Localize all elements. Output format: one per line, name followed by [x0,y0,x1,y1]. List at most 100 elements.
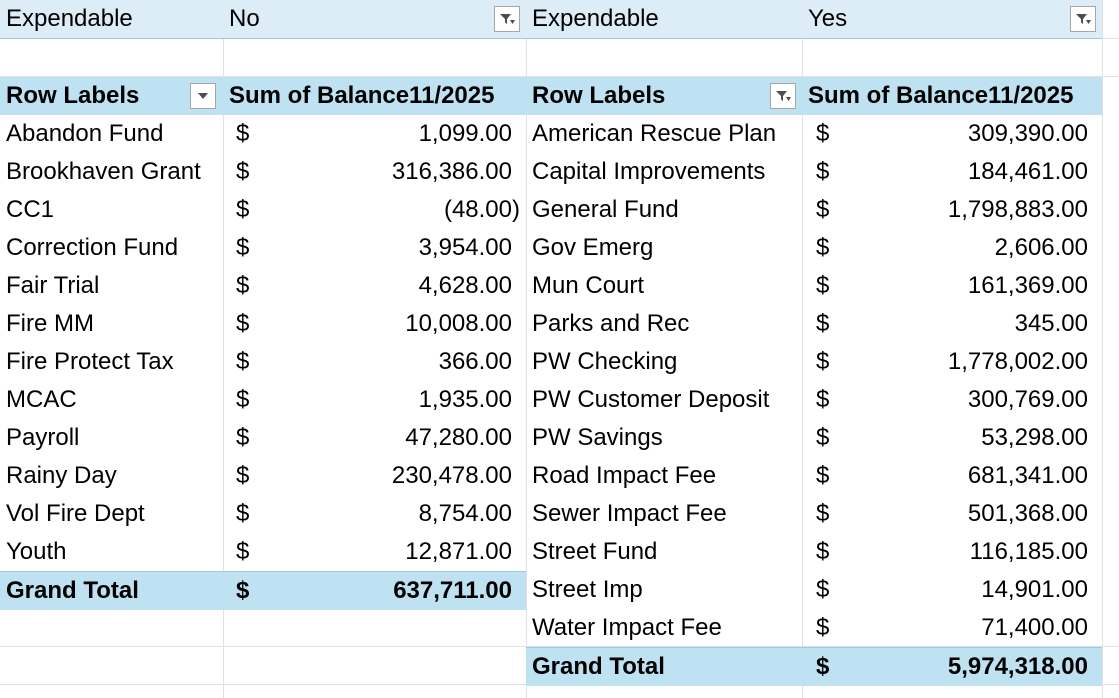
amount-value[interactable]: 1,778,002.00 [947,348,1088,375]
pivot-row[interactable]: Youth $12,871.00 [0,533,526,571]
amount-value[interactable]: 366.00 [438,348,512,375]
pivot-row[interactable]: Rainy Day $230,478.00 [0,457,526,495]
amount-value[interactable]: 8,754.00 [418,500,512,527]
amount-value[interactable]: 230,478.00 [391,462,512,489]
filter-dropdown-button[interactable] [494,6,520,32]
row-label[interactable]: Road Impact Fee [532,462,717,489]
pivot-row[interactable]: Road Impact Fee $681,341.00 [526,457,1102,495]
pivot-row[interactable]: American Rescue Plan $309,390.00 [526,115,1102,153]
amount-value[interactable]: 10,008.00 [405,310,512,337]
currency-symbol: $ [816,234,830,261]
amount-value[interactable]: 1,099.00 [418,120,512,147]
pivot-row[interactable]: Fire Protect Tax $366.00 [0,343,526,381]
pivot-row[interactable]: Abandon Fund $1,099.00 [0,115,526,153]
pivot-row[interactable]: PW Checking $1,778,002.00 [526,343,1102,381]
row-labels-filter-button[interactable] [770,83,796,109]
pivot-row[interactable]: Parks and Rec $345.00 [526,305,1102,343]
row-label[interactable]: American Rescue Plan [532,120,777,147]
sum-field-header: Sum of Balance11/2025 [808,82,1074,109]
amount-value[interactable]: 47,280.00 [405,424,512,451]
amount-value[interactable]: 53,298.00 [981,424,1088,451]
row-label[interactable]: General Fund [532,196,679,223]
amount-value[interactable]: 116,185.00 [969,538,1088,565]
row-label[interactable]: Capital Improvements [532,158,766,185]
pivot-row[interactable]: Fire MM $10,008.00 [0,305,526,343]
row-label[interactable]: Fire MM [6,310,94,337]
pivot-row[interactable]: Capital Improvements $184,461.00 [526,153,1102,191]
row-label[interactable]: Payroll [6,424,80,451]
grand-total-row: Grand Total $ 637,711.00 [0,571,526,610]
filter-value[interactable]: No [229,5,260,32]
row-label[interactable]: Gov Emerg [532,234,654,261]
row-label[interactable]: Youth [6,538,67,565]
pivot-row[interactable]: Water Impact Fee $71,400.00 [526,609,1102,647]
pivot-row[interactable]: CC1 $ (48.00) [0,191,526,229]
amount-value[interactable]: 3,954.00 [418,234,512,261]
currency-symbol: $ [816,158,830,185]
row-label[interactable]: CC1 [6,196,55,223]
amount-value[interactable]: 184,461.00 [967,158,1088,185]
row-label[interactable]: Parks and Rec [532,310,690,337]
filter-funnel-icon [776,91,791,101]
pivot-row[interactable]: Brookhaven Grant $316,386.00 [0,153,526,191]
filter-dropdown-button[interactable] [1070,6,1096,32]
row-label[interactable]: Sewer Impact Fee [532,500,727,527]
gridline [0,76,1119,77]
currency-symbol: $ [236,462,250,489]
row-label[interactable]: PW Checking [532,348,678,375]
pivot-row[interactable]: Vol Fire Dept $8,754.00 [0,495,526,533]
amount-value[interactable]: 161,369.00 [967,272,1088,299]
row-label[interactable]: Street Fund [532,538,658,565]
gridline [526,0,527,698]
amount-value[interactable]: (48.00) [443,196,520,223]
amount-value[interactable]: 316,386.00 [391,158,512,185]
amount-value[interactable]: 501,368.00 [967,500,1088,527]
row-label[interactable]: Mun Court [532,272,645,299]
amount-value[interactable]: 1,798,883.00 [947,196,1088,223]
amount-value[interactable]: 14,901.00 [981,576,1088,603]
currency-symbol: $ [816,386,830,413]
row-labels-dropdown-button[interactable] [190,83,216,109]
pivot-row[interactable]: PW Savings $53,298.00 [526,419,1102,457]
pivot-row[interactable]: PW Customer Deposit $300,769.00 [526,381,1102,419]
pivot-row[interactable]: Sewer Impact Fee $501,368.00 [526,495,1102,533]
row-label[interactable]: Fair Trial [6,272,100,299]
row-label[interactable]: Water Impact Fee [532,614,722,641]
pivot-row[interactable]: Street Imp $14,901.00 [526,571,1102,609]
grand-total-amount: 5,974,318.00 [947,653,1088,680]
row-label[interactable]: PW Customer Deposit [532,386,770,413]
row-label[interactable]: Brookhaven Grant [6,158,201,185]
pivot-row[interactable]: Mun Court $161,369.00 [526,267,1102,305]
row-label[interactable]: Rainy Day [6,462,117,489]
pivot-row[interactable]: Gov Emerg $2,606.00 [526,229,1102,267]
pivot-row[interactable]: MCAC $1,935.00 [0,381,526,419]
amount-value[interactable]: 300,769.00 [967,386,1088,413]
pivot-row[interactable]: General Fund $1,798,883.00 [526,191,1102,229]
amount-value[interactable]: 71,400.00 [981,614,1088,641]
currency-symbol: $ [236,196,250,223]
row-label[interactable]: Correction Fund [6,234,179,261]
row-label[interactable]: Abandon Fund [6,120,164,147]
amount-value[interactable]: 12,871.00 [405,538,512,565]
row-label[interactable]: Vol Fire Dept [6,500,145,527]
amount-value[interactable]: 1,935.00 [418,386,512,413]
amount-value[interactable]: 2,606.00 [994,234,1088,261]
amount-value[interactable]: 4,628.00 [418,272,512,299]
filter-value[interactable]: Yes [808,5,848,32]
pivot-row[interactable]: Street Fund $116,185.00 [526,533,1102,571]
pivot-row[interactable]: Payroll $47,280.00 [0,419,526,457]
gridline [802,0,803,698]
pivot-row[interactable]: Fair Trial $4,628.00 [0,267,526,305]
currency-symbol: $ [816,348,830,375]
pivot-row[interactable]: Correction Fund $3,954.00 [0,229,526,267]
amount-value[interactable]: 309,390.00 [967,120,1088,147]
gridline [1102,0,1103,698]
currency-symbol: $ [236,120,250,147]
row-label[interactable]: PW Savings [532,424,663,451]
row-label[interactable]: Street Imp [532,576,643,603]
row-label[interactable]: Fire Protect Tax [6,348,174,375]
gridline [0,646,1119,647]
row-label[interactable]: MCAC [6,386,77,413]
amount-value[interactable]: 681,341.00 [967,462,1088,489]
amount-value[interactable]: 345.00 [1014,310,1088,337]
